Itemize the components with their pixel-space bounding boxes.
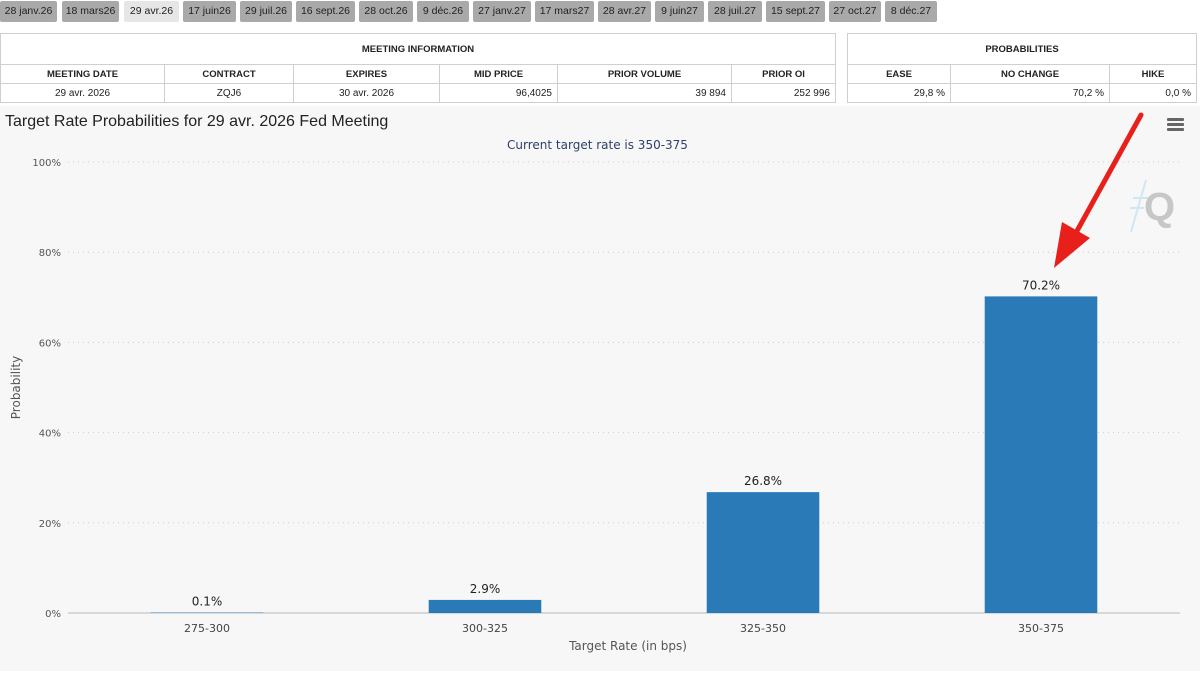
data-label: 26.8% [744, 474, 782, 488]
tab-meeting-date[interactable]: 28 avr.27 [598, 1, 651, 22]
tab-meeting-date[interactable]: 16 sept.26 [296, 1, 355, 22]
tab-meeting-date[interactable]: 17 juin26 [183, 1, 236, 22]
tab-meeting-date[interactable]: 17 mars27 [535, 1, 594, 22]
hamburger-menu-icon[interactable] [1167, 118, 1184, 132]
tab-meeting-date[interactable]: 27 janv.27 [473, 1, 531, 22]
logo-letter: Q [1144, 185, 1175, 229]
tab-meeting-date[interactable]: 9 juin27 [655, 1, 704, 22]
header-prior-oi: PRIOR OI [731, 64, 836, 84]
prior-volume-value: 39 894 [557, 83, 732, 103]
chart-title: Target Rate Probabilities for 29 avr. 20… [5, 113, 389, 130]
probabilities-table: PROBABILITIES EASE NO CHANGE HIKE 29,8 %… [847, 33, 1197, 103]
bar [706, 492, 820, 613]
hike-value: 0,0 % [1109, 83, 1197, 103]
y-tick-label: 40% [39, 429, 61, 440]
data-label: 70.2% [1022, 278, 1060, 292]
bar [428, 599, 542, 613]
tab-meeting-date[interactable]: 28 oct.26 [359, 1, 413, 22]
tab-meeting-date[interactable]: 15 sept.27 [766, 1, 825, 22]
bar-chart: 0% 20% 40% 60% 80% 100% 0.1% 275-300 2.9% 300-325… [9, 158, 1180, 653]
y-tick-label: 80% [39, 248, 61, 259]
x-tick-label: 325-350 [740, 622, 786, 635]
mid-price-value: 96,4025 [439, 83, 558, 103]
x-tick-label: 275-300 [184, 622, 230, 635]
tab-meeting-date[interactable]: 18 mars26 [62, 1, 119, 22]
header-no-change: NO CHANGE [950, 64, 1110, 84]
ease-value: 29,8 % [847, 83, 951, 103]
data-label: 0.1% [192, 595, 223, 609]
y-tick-label: 60% [39, 338, 61, 349]
tab-meeting-date[interactable]: 27 oct.27 [829, 1, 881, 22]
y-tick-label: 20% [39, 519, 61, 530]
meeting-information-title: MEETING INFORMATION [0, 33, 836, 65]
tab-meeting-date[interactable]: 8 déc.27 [885, 1, 937, 22]
meeting-information-table: MEETING INFORMATION MEETING DATE CONTRAC… [0, 33, 836, 103]
tab-meeting-date[interactable]: 28 janv.26 [0, 1, 57, 22]
tab-meeting-date[interactable]: 28 juil.27 [708, 1, 762, 22]
header-ease: EASE [847, 64, 951, 84]
y-axis-title: Probability [9, 356, 23, 419]
header-contract: CONTRACT [164, 64, 294, 84]
chart-subtitle: Current target rate is 350-375 [507, 138, 688, 152]
y-tick-label: 100% [32, 158, 61, 169]
x-axis-title: Target Rate (in bps) [568, 639, 687, 653]
expires-value: 30 avr. 2026 [293, 83, 440, 103]
tab-meeting-date[interactable]: 29 avr.26 [124, 1, 179, 22]
contract-value: ZQJ6 [164, 83, 294, 103]
tab-meeting-date[interactable]: 9 déc.26 [417, 1, 469, 22]
y-tick-label: 0% [45, 609, 61, 620]
no-change-value: 70,2 % [950, 83, 1110, 103]
x-tick-label: 350-375 [1018, 622, 1064, 635]
tab-meeting-date[interactable]: 29 juil.26 [240, 1, 292, 22]
prior-oi-value: 252 996 [731, 83, 836, 103]
header-prior-volume: PRIOR VOLUME [557, 64, 732, 84]
data-label: 2.9% [470, 582, 501, 596]
probabilities-title: PROBABILITIES [847, 33, 1197, 65]
header-meeting-date: MEETING DATE [0, 64, 165, 84]
meeting-date-value: 29 avr. 2026 [0, 83, 165, 103]
header-expires: EXPIRES [293, 64, 440, 84]
header-mid-price: MID PRICE [439, 64, 558, 84]
header-hike: HIKE [1109, 64, 1197, 84]
x-tick-label: 300-325 [462, 622, 508, 635]
bar [984, 296, 1098, 613]
